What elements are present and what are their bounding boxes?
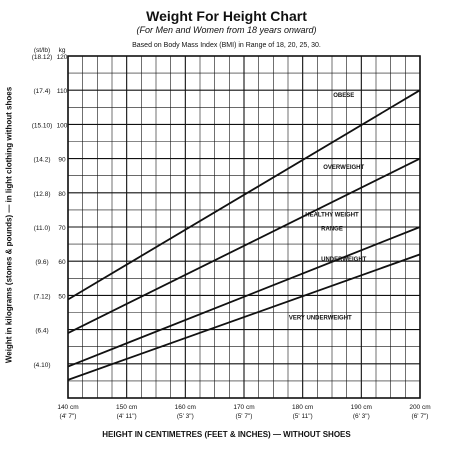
y-tick-st-label: (18.12) (32, 54, 53, 61)
x-tick-imperial-label: (6' 7") (412, 413, 429, 420)
grid (67, 55, 421, 399)
region-label: UNDERWEIGHT (321, 257, 367, 263)
y-unit-kg-label: kg (59, 47, 66, 54)
y-tick-kg-label: 70 (58, 225, 66, 232)
y-tick-kg-label: 100 (57, 122, 68, 129)
x-tick-cm-label: 200 cm (409, 404, 430, 411)
region-labels: OBESE OVERWEIGHT HEALTHY WEIGHT RANGE UNDERW… (289, 93, 367, 321)
x-tick-cm-label: 170 cm (233, 404, 254, 411)
y-tick-st-label: (12.8) (34, 191, 51, 198)
bmi-line-30 (67, 89, 421, 301)
x-tick-imperial-label: (4' 11") (117, 413, 137, 420)
region-label: OVERWEIGHT (323, 165, 364, 171)
y-tick-st-label: (17.4) (34, 88, 51, 95)
y-tick-kg-label: 90 (58, 157, 66, 164)
y-unit-st-label: (st/lb) (34, 47, 50, 54)
x-tick-cm-label: 180 cm (292, 404, 313, 411)
region-label: HEALTHY WEIGHT (305, 213, 359, 219)
x-tick-imperial-label: (5' 7") (236, 413, 253, 420)
y-tick-st-label: (15.10) (32, 122, 53, 129)
y-axis-label-text: Weight in kilograms (stones & pounds) — … (4, 86, 14, 364)
bmi-line-25 (67, 157, 421, 334)
y-tick-st-label: (11.0) (34, 225, 51, 232)
x-tick-cm-label: 160 cm (175, 404, 196, 411)
y-tick-kg-label: 50 (58, 293, 66, 300)
x-tick-cm-label: 140 cm (57, 404, 78, 411)
chart-subtitle: (For Men and Women from 18 years onward) (136, 25, 317, 35)
region-label: VERY UNDERWEIGHT (289, 315, 352, 321)
bmi-lines (67, 89, 421, 381)
chart-note: Based on Body Mass Index (BMI) in Range … (132, 42, 321, 49)
y-tick-st-label: (9.6) (35, 259, 48, 266)
x-tick-imperial-label: (5' 3") (177, 413, 194, 420)
x-tick-cm-label: 150 cm (116, 404, 137, 411)
axis-ticks: (st/lb) kg (4.10) (6.4) (7.12) 50 (9.6) 60 (11.0… (32, 47, 431, 420)
x-tick-imperial-label: (6' 3") (353, 413, 370, 420)
x-tick-imperial-label: (5' 11") (293, 413, 313, 420)
region-label: OBESE (333, 93, 354, 99)
y-tick-kg-label: 60 (58, 259, 66, 266)
x-axis-label: HEIGHT IN CENTIMETRES (FEET & INCHES) — … (102, 430, 351, 439)
y-tick-st-label: (7.12) (34, 293, 51, 300)
x-tick-imperial-label: (4' 7") (60, 413, 77, 420)
y-tick-kg-label: 120 (57, 54, 68, 61)
y-tick-kg-label: 110 (57, 88, 68, 95)
y-tick-st-label: (4.10) (34, 362, 51, 369)
y-tick-kg-label: 80 (58, 191, 66, 198)
region-label: RANGE (321, 226, 343, 232)
chart-title: Weight For Height Chart (146, 8, 307, 24)
x-tick-cm-label: 190 cm (351, 404, 372, 411)
y-tick-st-label: (6.4) (35, 328, 48, 335)
y-tick-st-label: (14.2) (34, 157, 51, 164)
bmi-line-20 (67, 226, 421, 368)
bmi-line-18 (67, 253, 421, 381)
